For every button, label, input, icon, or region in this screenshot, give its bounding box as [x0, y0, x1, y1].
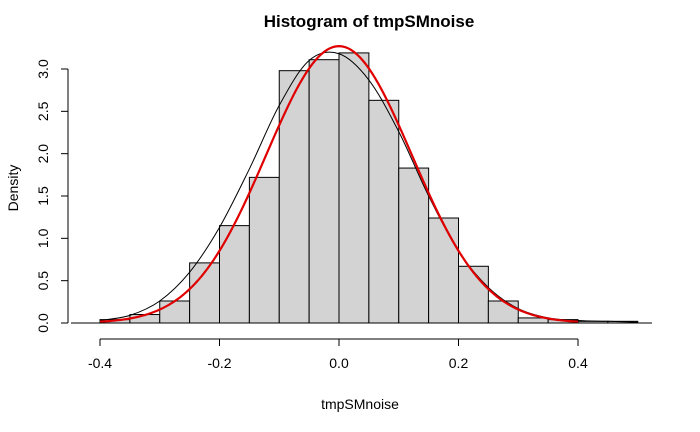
x-tick-label: -0.2 [207, 355, 231, 371]
y-tick-label: 3.0 [35, 59, 51, 79]
y-tick-label: 0.0 [35, 313, 51, 333]
density-curves [99, 45, 638, 323]
y-tick-label: 1.5 [35, 186, 51, 206]
normal-fit-curve [99, 45, 579, 323]
x-tick-label: -0.4 [88, 355, 112, 371]
y-tick-label: 1.0 [35, 228, 51, 248]
histogram-bar-5 [248, 176, 280, 324]
histogram-bar-10 [398, 167, 430, 324]
chart-title: Histogram of tmpSMnoise [264, 12, 475, 31]
y-tick-label: 2.5 [35, 101, 51, 121]
histogram-bar-7 [308, 59, 340, 324]
y-axis: 0.0 0.5 1.0 1.5 2.0 2.5 3.0 [35, 59, 69, 333]
x-axis-label: tmpSMnoise [321, 396, 399, 412]
histogram-bar-9 [368, 99, 400, 324]
histogram-bar-13 [487, 300, 519, 324]
histogram-bar-2 [159, 300, 191, 324]
x-tick-label: 0.0 [329, 355, 349, 371]
x-tick-label: 0.2 [449, 355, 469, 371]
histogram-bar-12 [458, 265, 489, 324]
x-axis: -0.4 -0.2 0.0 0.2 0.4 [71, 322, 652, 371]
histogram-bar-4 [219, 225, 250, 324]
histogram-bars [99, 52, 639, 324]
y-tick-label: 2.0 [35, 144, 51, 164]
histogram-bar-3 [189, 262, 221, 324]
histogram-bar-11 [428, 217, 460, 324]
histogram-bar-6 [278, 70, 310, 324]
y-tick-label: 0.5 [35, 271, 51, 291]
x-tick-label: 0.4 [568, 355, 588, 371]
y-axis-label: Density [5, 165, 21, 212]
histogram-bar-8 [338, 52, 370, 324]
